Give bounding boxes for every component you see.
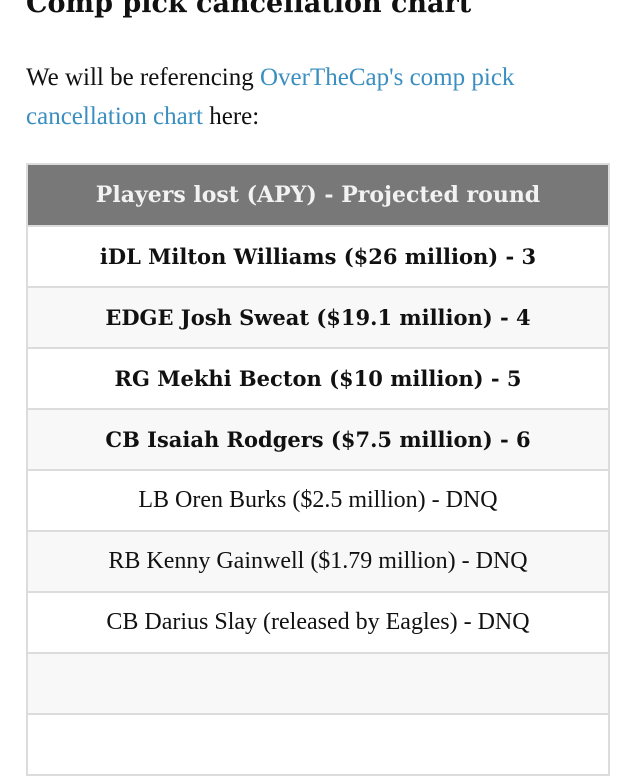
table-cell: CB Darius Slay (released by Eagles) - DN… (26, 591, 610, 654)
table-row: CB Isaiah Rodgers ($7.5 million) - 6 (26, 408, 610, 471)
table-cell: RG Mekhi Becton ($10 million) - 5 (26, 347, 610, 410)
comp-pick-table: Players lost (APY) - Projected round iDL… (26, 163, 610, 776)
table-header: Players lost (APY) - Projected round (26, 163, 610, 227)
intro-text: We will be referencing (26, 64, 260, 91)
table-cell: RB Kenny Gainwell ($1.79 million) - DNQ (26, 530, 610, 593)
table-row: EDGE Josh Sweat ($19.1 million) - 4 (26, 286, 610, 349)
table-row: CB Darius Slay (released by Eagles) - DN… (26, 591, 610, 654)
table-row: LB Oren Burks ($2.5 million) - DNQ (26, 469, 610, 532)
table-cell (26, 713, 610, 776)
table-cell: iDL Milton Williams ($26 million) - 3 (26, 225, 610, 288)
table-cell: CB Isaiah Rodgers ($7.5 million) - 6 (26, 408, 610, 471)
table-row (26, 713, 610, 776)
intro-text-end: here: (202, 103, 260, 130)
table-cell: LB Oren Burks ($2.5 million) - DNQ (26, 469, 610, 532)
table-cell: EDGE Josh Sweat ($19.1 million) - 4 (26, 286, 610, 349)
table-row: RG Mekhi Becton ($10 million) - 5 (26, 347, 610, 410)
table-row: RB Kenny Gainwell ($1.79 million) - DNQ (26, 530, 610, 593)
section-heading: Comp pick cancellation chart (26, 0, 472, 19)
intro-paragraph: We will be referencing OverTheCap's comp… (26, 58, 616, 136)
table-row (26, 652, 610, 715)
overthecap-link[interactable]: OverTheCap's comp pick cancellation char… (26, 64, 515, 130)
table-cell (26, 652, 610, 715)
table-row: iDL Milton Williams ($26 million) - 3 (26, 225, 610, 288)
